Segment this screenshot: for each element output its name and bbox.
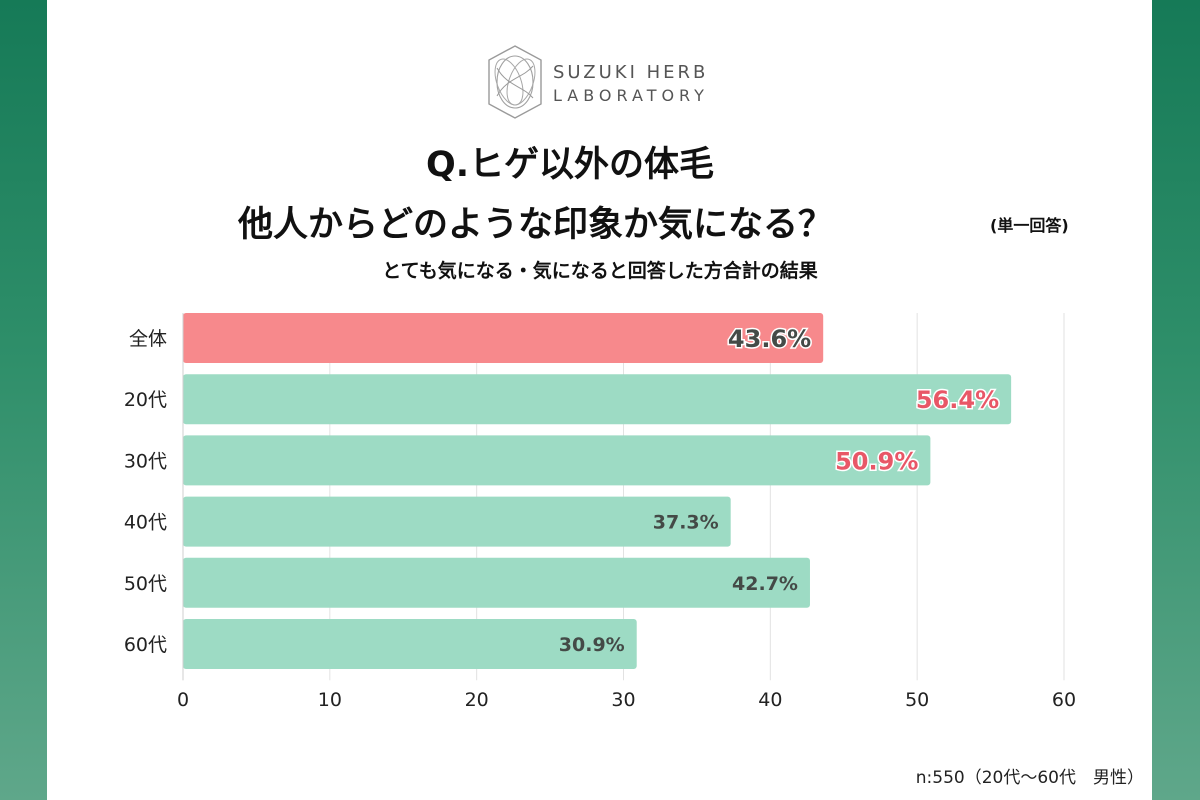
x-tick-label: 50 — [905, 689, 929, 711]
category-label: 全体 — [129, 328, 167, 350]
x-tick-label: 60 — [1052, 689, 1076, 711]
data-label: 56.4% — [916, 386, 999, 414]
leaf-emblem-icon — [488, 45, 542, 119]
category-label: 60代 — [124, 634, 167, 656]
bar — [183, 313, 824, 363]
brand-name-line1: SUZUKI HERB — [553, 62, 709, 83]
data-label: 42.7% — [732, 573, 798, 595]
right-decorative-stripe — [1152, 0, 1200, 800]
answer-type-note: (単一回答) — [990, 216, 1069, 235]
data-label: 50.9% — [835, 447, 918, 475]
chart-subtitle: とても気になる・気になると回答した方合計の結果 — [382, 260, 818, 282]
data-label: 43.6% — [728, 325, 811, 353]
question-title-line1: Q.ヒゲ以外の体毛 — [426, 145, 715, 185]
data-label: 30.9% — [559, 634, 625, 656]
category-label: 30代 — [124, 450, 167, 472]
bar — [183, 435, 931, 486]
category-label: 40代 — [124, 512, 167, 534]
data-label: 37.3% — [653, 512, 719, 534]
x-tick-label: 20 — [465, 689, 489, 711]
category-label: 50代 — [124, 573, 167, 595]
sample-size-note: n:550（20代〜60代 男性） — [915, 768, 1144, 788]
bar — [183, 374, 1012, 425]
brand-logo: SUZUKI HERB LABORATORY — [487, 44, 727, 120]
x-tick-label: 40 — [758, 689, 782, 711]
brand-name-line2: LABORATORY — [553, 86, 709, 105]
x-tick-label: 0 — [177, 689, 189, 711]
bar — [183, 557, 810, 608]
category-label: 20代 — [124, 389, 167, 411]
x-tick-label: 30 — [611, 689, 635, 711]
question-title-line2: 他人からどのような印象か気になる？ — [238, 205, 834, 245]
bar — [183, 496, 731, 547]
left-decorative-stripe — [0, 0, 47, 800]
x-tick-label: 10 — [318, 689, 342, 711]
bar — [183, 619, 637, 669]
